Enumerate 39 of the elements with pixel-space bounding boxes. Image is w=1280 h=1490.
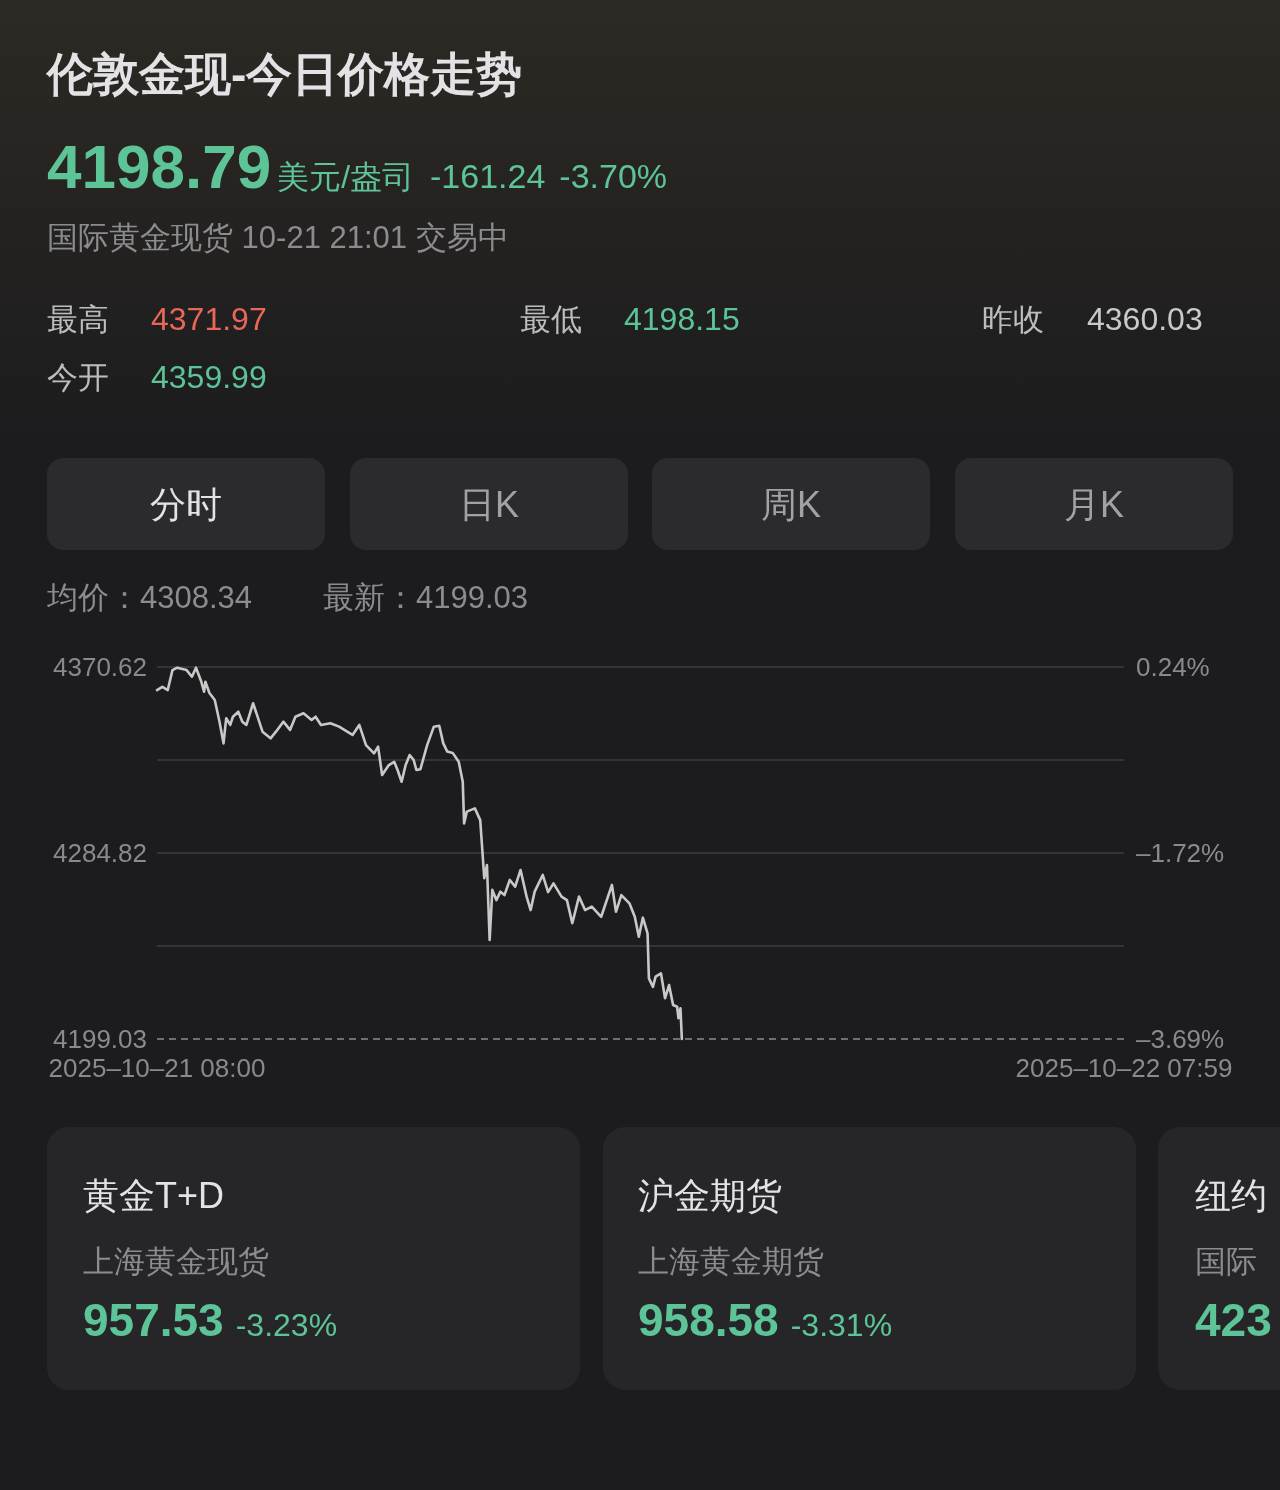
tick-label: 4370.62 [53, 652, 147, 682]
annotation: 日K [459, 484, 519, 525]
annotation: -161.24 [430, 157, 546, 195]
annotation: 958.58 [638, 1294, 779, 1346]
tick-label: 4284.82 [53, 838, 147, 868]
annotation: -3.70% [559, 157, 668, 195]
annotation: 昨收 [982, 302, 1044, 337]
tick-label: 2025–10–21 08:00 [48, 1053, 266, 1083]
annotation: 国际 [1195, 1244, 1257, 1279]
annotation: 423 [1195, 1294, 1272, 1346]
tick-label: –3.69% [1136, 1024, 1225, 1054]
subtitle: 国际黄金现货 10-21 21:01 交易中 [47, 220, 509, 255]
tick-label: 2025–10–22 07:59 [1015, 1053, 1233, 1083]
annotation: 上海黄金期货 [638, 1244, 824, 1279]
annotation: 957.53 [83, 1294, 224, 1346]
annotation: 上海黄金现货 [83, 1244, 269, 1279]
annotation: 沪金期货 [638, 1175, 782, 1216]
annotation: 分时 [150, 484, 222, 525]
annotation: 最新：4199.03 [323, 580, 529, 615]
tick-label: 4199.03 [53, 1024, 147, 1054]
annotation: 均价：4308.34 [47, 580, 253, 615]
annotation: 周K [761, 484, 821, 525]
annotation: 4371.97 [151, 301, 267, 337]
annotation: 4359.99 [151, 359, 267, 395]
tick-label: 0.24% [1136, 652, 1210, 682]
annotation: -3.23% [235, 1307, 338, 1343]
annotation: 今开 [47, 360, 109, 395]
annotation: 美元/盎司 [277, 159, 414, 195]
tick-label: –1.72% [1136, 837, 1225, 868]
annotation: 纽约 [1195, 1175, 1267, 1216]
annotation: 4198.79 [47, 132, 272, 201]
annotation: -3.31% [790, 1307, 893, 1343]
annotation: 月K [1064, 484, 1124, 525]
title: 伦敦金现-今日价格走势 [47, 48, 523, 100]
annotation: 4198.15 [624, 301, 740, 337]
annotation: 最低 [520, 302, 582, 337]
annotation: 黄金T+D [83, 1175, 224, 1216]
annotation: 4360.03 [1087, 301, 1203, 337]
annotation: 最高 [47, 302, 109, 337]
